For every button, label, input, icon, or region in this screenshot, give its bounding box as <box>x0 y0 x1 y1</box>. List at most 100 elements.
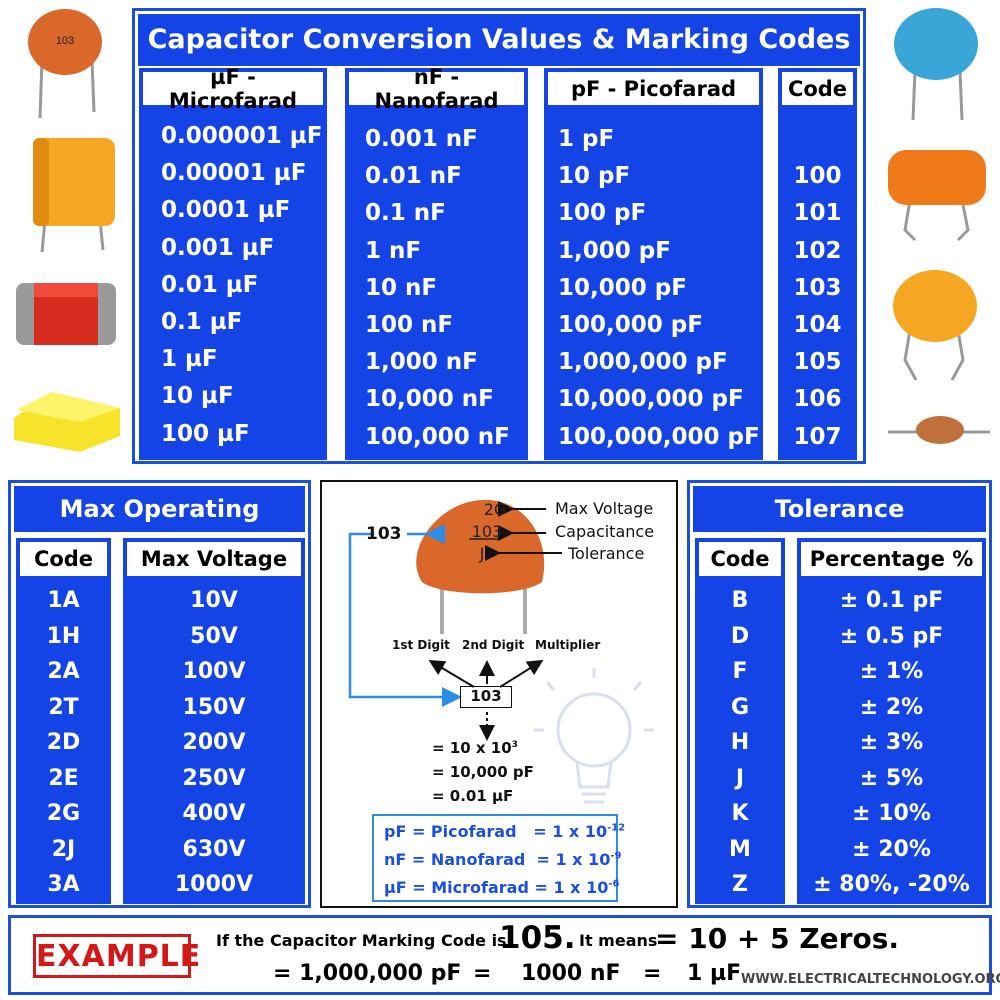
nanofarad-header: nF - Nanofarad <box>349 65 524 113</box>
code-left: 103 <box>366 524 402 544</box>
unit-uf: µF = Microfarad = 1 x 10-6 <box>384 878 620 897</box>
digit-second: 2nd Digit <box>462 638 525 652</box>
example-intro: If the Capacitor Marking Code is <box>216 931 507 950</box>
voltage-code: 2J <box>51 836 76 862</box>
nf-value: 0.001 nF <box>365 126 478 152</box>
pf-value: 100,000 pF <box>558 312 703 338</box>
voltage-code: 2G <box>46 801 81 826</box>
nf-value: 0.01 nF <box>365 163 462 190</box>
label-max-voltage: Max Voltage <box>555 499 654 518</box>
nf-value: 1 nF <box>365 237 422 264</box>
code-header: Code <box>782 72 853 105</box>
microfarad-header: µF - Microfarad <box>143 65 323 113</box>
tolerance-value: ± 20% <box>852 836 931 862</box>
film-capacitor-icon <box>33 138 115 253</box>
uf-value: 10 µF <box>161 383 234 410</box>
example-means: It means <box>579 931 658 950</box>
voltage-value: 150V <box>182 694 246 720</box>
pf-value: 1 pF <box>558 126 615 152</box>
uf-value: 0.01 µF <box>161 271 259 298</box>
code-value: 107 <box>793 423 842 450</box>
conversion-title: Capacitor Conversion Values & Marking Co… <box>138 14 860 66</box>
voltage-title: Max Operating Voltage <box>14 486 305 569</box>
uf-value: 0.000001 µF <box>161 123 323 149</box>
microfarad-column: µF - Microfarad 0.000001 µF 0.00001 µF 0.0… <box>139 65 327 460</box>
tolerance-value: ± 10% <box>852 801 931 826</box>
smd-capacitor-icon <box>16 283 116 345</box>
tolerance-value: ± 80%, -20% <box>813 872 970 897</box>
example-result: = 10 + 5 Zeros. <box>655 922 900 955</box>
example-eq1: = <box>473 961 492 986</box>
pf-value: 1,000,000 pF <box>558 349 728 376</box>
example-pf: = 1,000,000 pF <box>273 961 462 986</box>
voltage-value: 400V <box>182 801 246 826</box>
unit-definitions: pF = Picofarad = 1 x 10-12 nF = Nanofara… <box>372 814 625 902</box>
ceramic-disc-capacitor-icon: 103 <box>28 9 102 119</box>
picofarad-column: pF - Picofarad 1 pF 10 pF 100 pF 1,000 pF 10… <box>544 68 763 460</box>
tolerance-code-header: Code <box>699 542 781 576</box>
tolerance-value: ± 0.1 pF <box>839 588 944 613</box>
code-value: 104 <box>793 312 842 338</box>
right-capacitor-images <box>888 8 990 444</box>
equation-uf: = 0.01 µF <box>432 787 514 805</box>
example-label: EXAMPLE <box>33 934 200 978</box>
tolerance-title: Tolerance <box>693 486 986 532</box>
equation-power: = 10 x 103 <box>432 739 518 757</box>
orange-film-capacitor-icon <box>888 150 986 242</box>
axial-capacitor-icon <box>888 416 990 444</box>
voltage-value: 630V <box>182 836 246 862</box>
pf-value: 10,000 pF <box>558 274 687 301</box>
voltage-code-header: Code <box>20 542 107 576</box>
code-column: Code 100 101 102 103 104 105 106 107 <box>778 68 857 460</box>
tolerance-code: G <box>730 694 750 720</box>
tolerance-value: ± 3% <box>859 730 924 755</box>
code-value: 102 <box>793 237 842 264</box>
pf-value: 1,000 pF <box>558 237 671 264</box>
pf-value: 100,000,000 pF <box>558 423 760 450</box>
yellow-ceramic-capacitor-icon <box>893 270 977 381</box>
digit-first: 1st Digit <box>392 638 450 652</box>
lightbulb-icon <box>534 668 654 804</box>
tolerance-code: K <box>731 801 749 826</box>
nf-value: 0.1 nF <box>365 200 446 227</box>
source-url: WWW.ELECTRICALTECHNOLOGY.ORG <box>741 972 1000 987</box>
tolerance-code: H <box>730 730 750 755</box>
pf-value: 10 pF <box>558 163 631 190</box>
nf-value: 10,000 nF <box>365 386 494 413</box>
voltage-value-column: Max Voltage 10V 50V 100V 150V 200V 250V 400V 63… <box>123 538 305 904</box>
voltage-value: 250V <box>182 765 246 791</box>
uf-value: 0.0001 µF <box>161 197 291 224</box>
voltage-value: 100V <box>182 659 246 684</box>
digit-multiplier: Multiplier <box>535 638 601 652</box>
voltage-code: 2T <box>48 694 79 720</box>
voltage-code-column: Code 1A 1H 2A 2T 2D 2E 2G 2J 3A <box>16 538 111 904</box>
tolerance-value: ± 1% <box>859 659 924 684</box>
voltage-code: 2D <box>46 730 81 755</box>
code-value: 101 <box>793 200 842 227</box>
cap-mark-tolerance: J <box>479 544 485 563</box>
uf-value: 0.001 µF <box>161 234 275 261</box>
capacitor-diagram-icon <box>416 499 545 634</box>
example-nf: 1000 nF <box>521 961 621 986</box>
voltage-code: 2A <box>47 659 80 684</box>
voltage-value: 1000V <box>174 872 254 897</box>
cap-mark-code: 103 <box>471 522 503 541</box>
tolerance-value-column: Percentage % ± 0.1 pF ± 0.5 pF ± 1% ± 2% ± 3… <box>797 538 986 904</box>
uf-value: 1 µF <box>161 346 218 373</box>
label-capacitance: Capacitance <box>555 522 655 541</box>
uf-value: 0.1 µF <box>161 309 243 335</box>
voltage-code: 3A <box>47 872 80 897</box>
nf-value: 100 nF <box>365 312 454 338</box>
blue-ceramic-capacitor-icon <box>894 8 978 121</box>
uf-value: 100 µF <box>161 420 250 447</box>
nanofarad-column: nF - Nanofarad 0.001 nF 0.01 nF 0.1 nF 1 nF… <box>345 65 528 460</box>
label-tolerance: Tolerance <box>568 544 645 563</box>
voltage-code: 2E <box>48 765 79 791</box>
unit-pf: pF = Picofarad = 1 x 10-12 <box>384 822 626 841</box>
voltage-value: 10V <box>190 588 238 613</box>
tolerance-code: D <box>730 623 750 649</box>
voltage-code: 1A <box>47 588 80 613</box>
example-code: 105. <box>499 920 576 956</box>
